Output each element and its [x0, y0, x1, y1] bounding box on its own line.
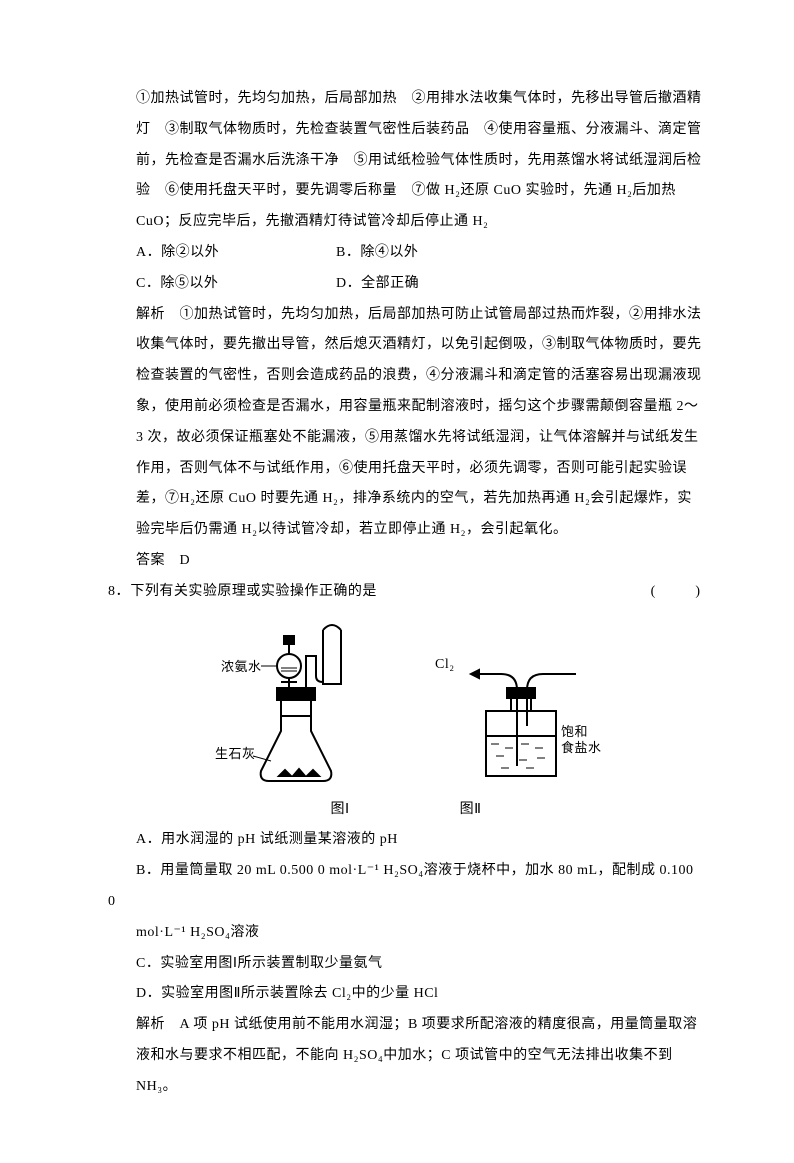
- q8-stem-row: 下列有关实验原理或实验操作正确的是 ( ): [130, 577, 704, 608]
- q8-figures: 浓氨水 生石灰: [108, 616, 704, 791]
- q8-stem: 下列有关实验原理或实验操作正确的是: [130, 584, 377, 599]
- q7-analysis: 解析 ①加热试管时，先均匀加热，后局部加热可防止试管局部过热而炸裂，②用排水法收…: [136, 300, 704, 546]
- q7-option-d: D．全部正确: [336, 269, 419, 300]
- figure-1-icon: 浓氨水 生石灰: [211, 616, 391, 791]
- q8-option-c: C．实验室用图Ⅰ所示装置制取少量氨气: [136, 949, 704, 980]
- fig2-caption: 图Ⅱ: [460, 795, 482, 826]
- fig1-caption: 图Ⅰ: [330, 795, 349, 826]
- q8-option-d: D．实验室用图Ⅱ所示装置除去 Cl₂中的少量 HCl: [136, 979, 704, 1010]
- q8-number: 8．: [108, 577, 130, 608]
- fig2-label-bottle1: 饱和: [561, 724, 588, 739]
- q7-option-b: B．除④以外: [336, 238, 418, 269]
- q8-option-b-zero: 0: [108, 887, 704, 918]
- q7-options-row1: A．除②以外 B．除④以外: [136, 238, 704, 269]
- figure-2-icon: Cl₂ 饱和 食盐水: [431, 616, 601, 791]
- q7-option-c: C．除⑤以外: [136, 269, 332, 300]
- q7-options-row2: C．除⑤以外 D．全部正确: [136, 269, 704, 300]
- q8-paren: ( ): [651, 577, 704, 608]
- q8-option-b-line2: mol·L⁻¹ H₂SO₄溶液: [136, 918, 704, 949]
- fig1-label-flask: 生石灰: [215, 746, 256, 761]
- q8-option-a: A．用水润湿的 pH 试纸测量某溶液的 pH: [136, 825, 704, 856]
- q7-paragraph: ①加热试管时，先均匀加热，后局部加热 ②用排水法收集气体时，先移出导管后撤酒精灯…: [136, 84, 704, 238]
- figure-captions: 图Ⅰ 图Ⅱ: [108, 795, 704, 826]
- q8-analysis: 解析 A 项 pH 试纸使用前不能用水润湿；B 项要求所配溶液的精度很高，用量筒…: [136, 1010, 704, 1102]
- fig2-label-bottle2: 食盐水: [561, 740, 601, 755]
- fig1-label-left: 浓氨水: [221, 659, 262, 674]
- q8-option-b-line1: B．用量筒量取 20 mL 0.500 0 mol·L⁻¹ H₂SO₄溶液于烧杯…: [136, 856, 704, 887]
- q7-answer: 答案 D: [136, 546, 704, 577]
- fig2-label-gas: Cl₂: [435, 657, 455, 672]
- q7-option-a: A．除②以外: [136, 238, 332, 269]
